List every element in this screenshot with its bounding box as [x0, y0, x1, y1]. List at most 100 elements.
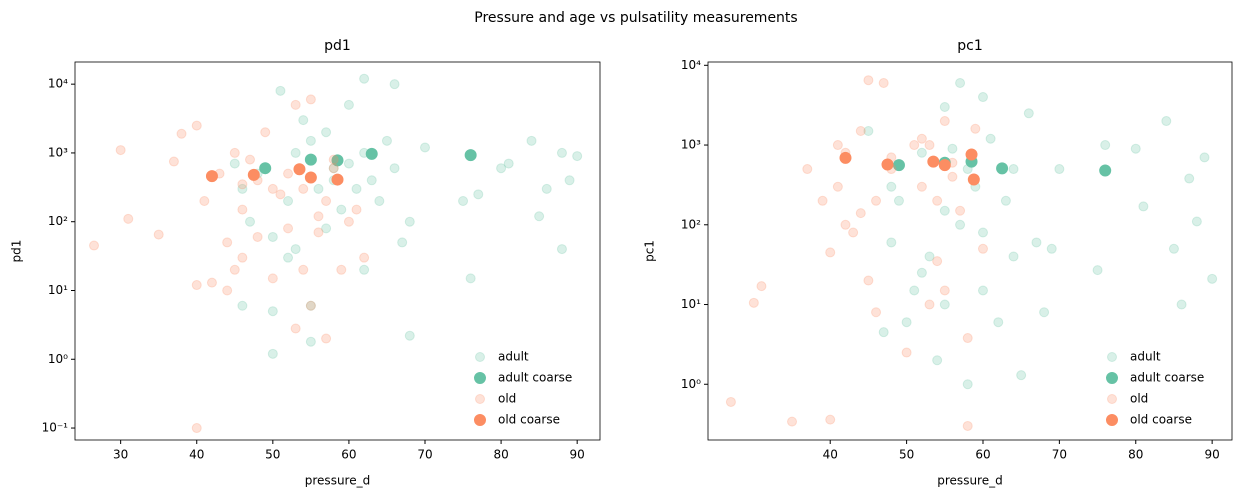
legend-marker: [1107, 352, 1117, 362]
point: [855, 208, 866, 219]
point: [893, 195, 904, 206]
point: [206, 277, 217, 288]
y-tick-label: 10⁰: [681, 377, 701, 391]
point: [259, 162, 272, 175]
plot-area: [89, 73, 583, 434]
point: [802, 164, 813, 175]
point: [199, 196, 210, 207]
y-tick-label: 10³: [681, 138, 701, 152]
point: [955, 219, 966, 230]
point: [556, 147, 567, 158]
legend-marker: [474, 414, 486, 426]
point: [283, 223, 294, 234]
point: [970, 123, 981, 134]
point: [939, 101, 950, 112]
point: [541, 183, 552, 194]
x-tick-label: 40: [189, 448, 204, 462]
x-tick-label: 80: [493, 448, 508, 462]
point: [927, 155, 940, 168]
point: [1161, 116, 1172, 127]
point: [267, 183, 278, 194]
point: [343, 99, 354, 110]
point: [1039, 307, 1050, 318]
point: [336, 264, 347, 275]
point: [871, 307, 882, 318]
point: [267, 348, 278, 359]
x-axis-label: pressure_d: [937, 474, 1002, 488]
point: [1207, 273, 1218, 284]
point: [909, 140, 920, 151]
point: [909, 285, 920, 296]
point: [901, 317, 912, 328]
point: [1191, 216, 1202, 227]
point: [1184, 173, 1195, 184]
point: [365, 147, 378, 160]
legend-label: old coarse: [498, 413, 560, 427]
point: [293, 163, 306, 176]
point: [229, 158, 240, 169]
legend-label: old coarse: [1130, 413, 1192, 427]
point: [881, 158, 894, 171]
point: [389, 163, 400, 174]
point: [359, 252, 370, 263]
point: [465, 273, 476, 284]
x-tick-label: 30: [113, 448, 128, 462]
point: [298, 183, 309, 194]
point: [205, 170, 218, 183]
point: [321, 196, 332, 207]
point: [916, 147, 927, 158]
y-tick-label: 10³: [48, 145, 68, 159]
point: [237, 300, 248, 311]
point: [832, 181, 843, 192]
point: [1008, 164, 1019, 175]
point: [939, 285, 950, 296]
legend-marker: [475, 352, 485, 362]
point: [305, 300, 316, 311]
point: [336, 204, 347, 215]
point: [839, 151, 852, 164]
y-tick-label: 10⁴: [48, 77, 68, 91]
point: [366, 175, 377, 186]
point: [89, 240, 100, 251]
point: [1008, 251, 1019, 262]
point: [304, 153, 317, 166]
point: [458, 196, 469, 207]
point: [328, 154, 339, 165]
axes-frame: [707, 61, 1233, 441]
figure-title: Pressure and age vs pulsatility measurem…: [474, 10, 797, 26]
point: [191, 120, 202, 131]
point: [878, 77, 889, 88]
point: [939, 116, 950, 127]
point: [496, 163, 507, 174]
chart-title: pc1: [957, 38, 983, 54]
point: [947, 171, 958, 182]
point: [924, 299, 935, 310]
point: [464, 149, 477, 162]
point: [290, 99, 301, 110]
point: [886, 181, 897, 192]
point: [878, 327, 889, 338]
point: [298, 264, 309, 275]
x-tick-label: 60: [341, 448, 356, 462]
point: [176, 128, 187, 139]
point: [825, 247, 836, 258]
point: [153, 229, 164, 240]
point: [191, 280, 202, 291]
legend-marker: [1106, 414, 1118, 426]
y-tick-label: 10¹: [681, 297, 701, 311]
point: [321, 127, 332, 138]
point: [993, 317, 1004, 328]
point: [863, 75, 874, 86]
legend-label: old: [498, 392, 516, 406]
point: [245, 216, 255, 227]
point: [397, 237, 408, 248]
point: [404, 216, 415, 227]
point: [996, 162, 1009, 175]
point: [938, 159, 951, 172]
point: [328, 163, 339, 174]
point: [1176, 299, 1187, 310]
point: [331, 173, 344, 186]
point: [526, 135, 537, 146]
legend-marker: [1106, 372, 1118, 384]
point: [343, 216, 354, 227]
